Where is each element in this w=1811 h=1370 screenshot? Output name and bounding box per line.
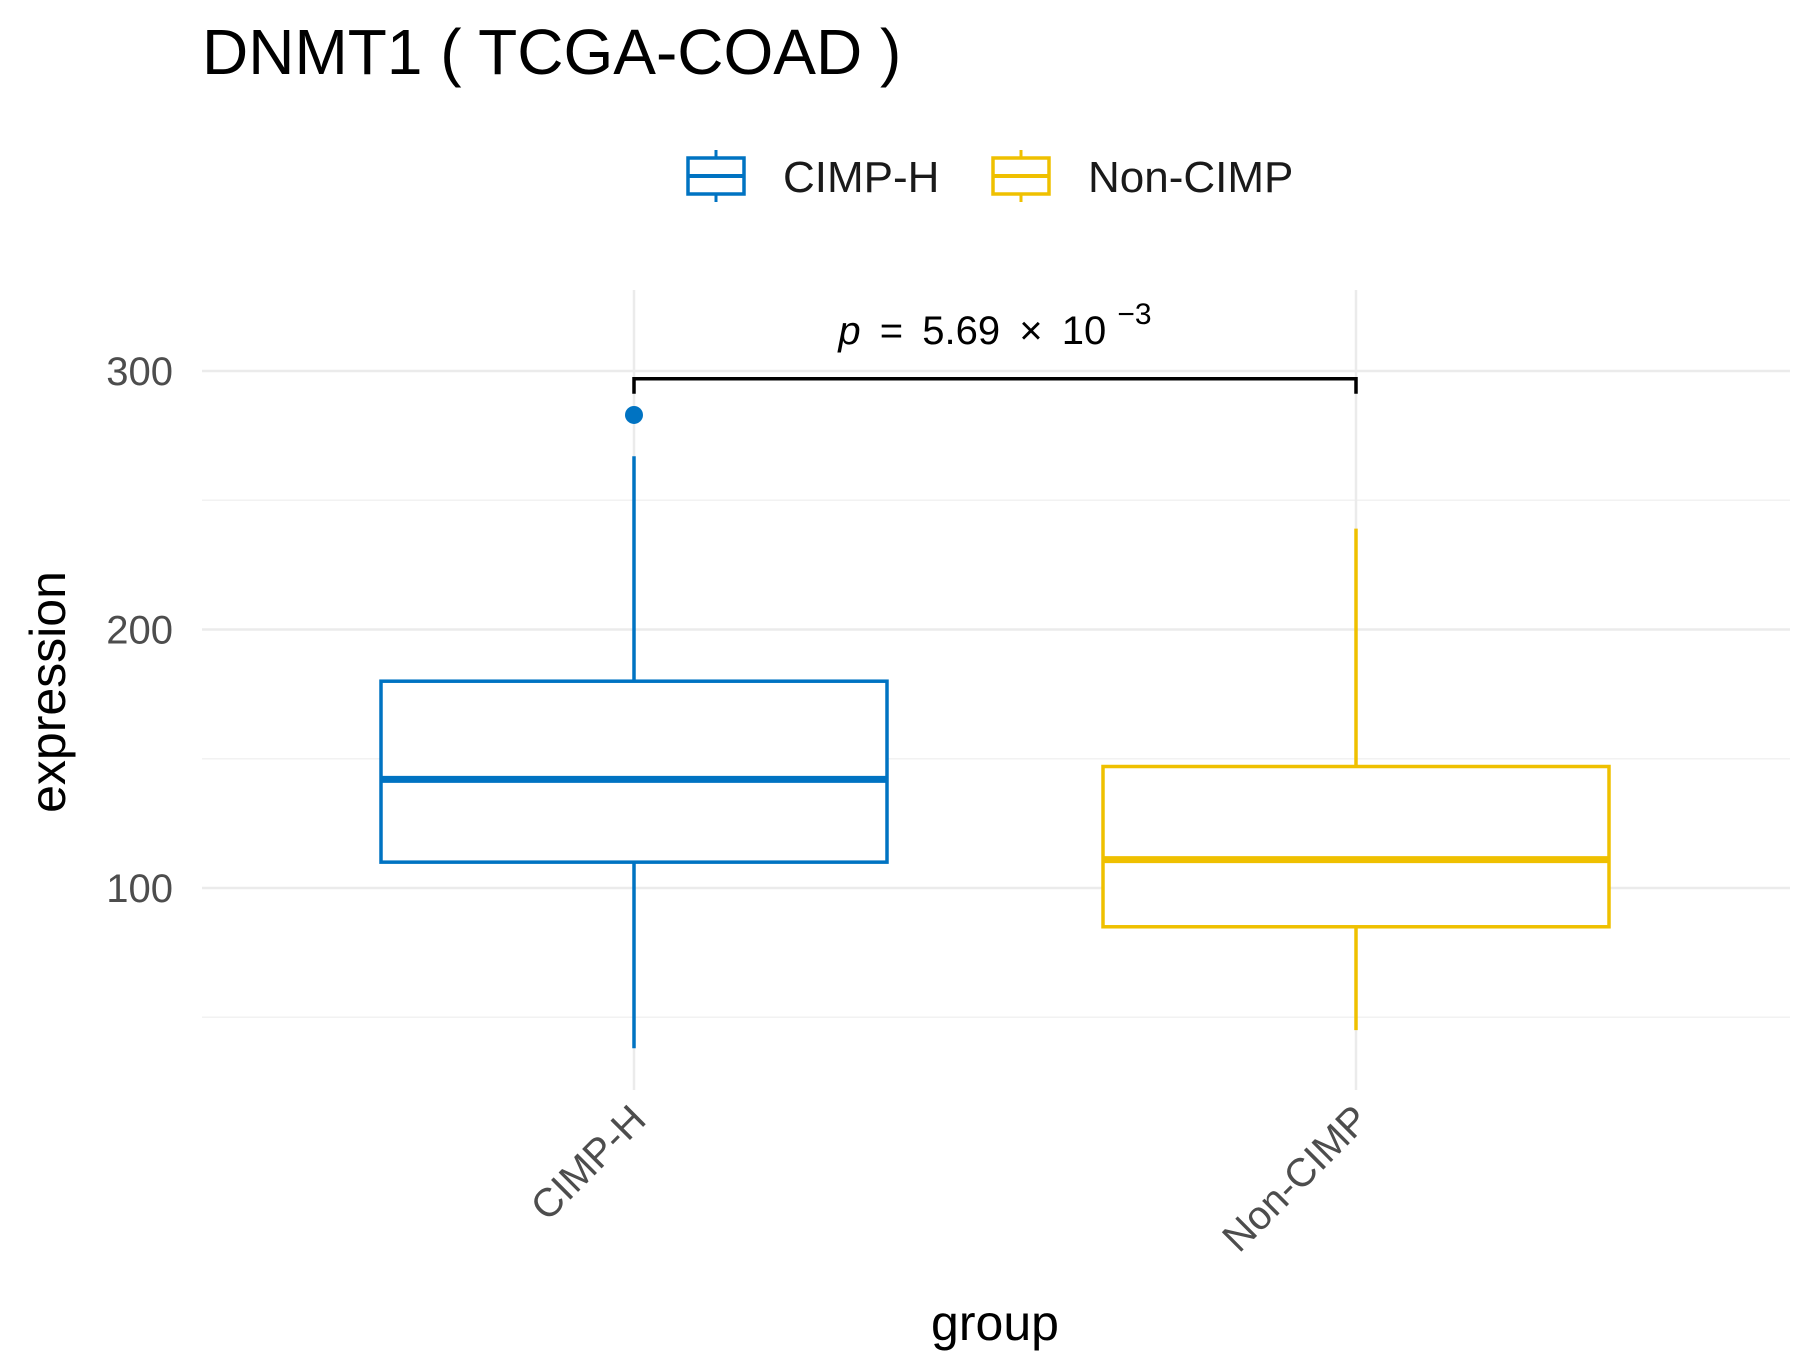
iqr-box-0	[379, 679, 889, 864]
x-tick-labels: CIMP-H Non-CIMP	[523, 1097, 1378, 1260]
significance-bracket: p = 5.69 × 10 −3	[632, 298, 1358, 394]
y-axis-title: expression	[20, 571, 76, 813]
p-mantissa: 5.69	[922, 309, 1000, 353]
legend-label-non-cimp: Non-CIMP	[1088, 153, 1293, 202]
y-tick-label-100: 100	[106, 867, 173, 911]
y-tick-labels: 100 200 300	[106, 350, 173, 911]
outlier-point-0-0	[625, 405, 643, 424]
legend: CIMP-H Non-CIMP	[686, 150, 1293, 202]
p-symbol: p	[837, 309, 860, 353]
box-cimp-h	[379, 405, 889, 1049]
legend-label-cimp-h: CIMP-H	[783, 153, 939, 202]
bracket-line	[632, 377, 1358, 394]
box-non-cimp	[1101, 528, 1611, 1031]
y-tick-label-300: 300	[106, 350, 173, 394]
p-base: 10	[1062, 309, 1107, 353]
p-times: ×	[1019, 309, 1042, 353]
p-value-annotation: p = 5.69 × 10 −3	[837, 298, 1151, 353]
legend-key-non-cimp	[991, 150, 1051, 202]
legend-key-cimp-h	[686, 150, 746, 202]
x-axis-title: group	[931, 1295, 1059, 1351]
p-exponent: −3	[1117, 298, 1151, 331]
boxes	[379, 405, 1611, 1049]
x-tick-label-cimp-h: CIMP-H	[523, 1097, 655, 1229]
y-tick-label-200: 200	[106, 609, 173, 653]
iqr-box-1	[1101, 764, 1611, 929]
p-equals: =	[880, 309, 903, 353]
chart-title: DNMT1 ( TCGA-COAD )	[202, 16, 901, 88]
x-tick-label-non-cimp: Non-CIMP	[1214, 1097, 1377, 1260]
